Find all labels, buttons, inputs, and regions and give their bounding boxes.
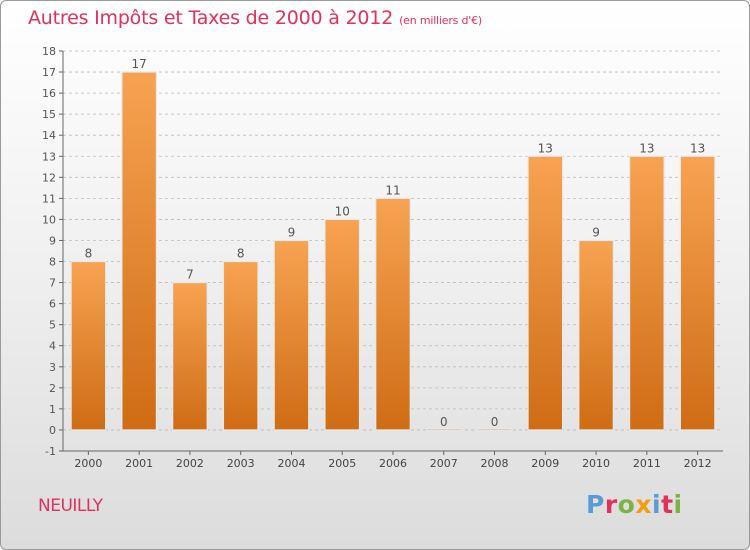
logo-letter: x	[635, 490, 652, 519]
data-label: 9	[288, 225, 296, 239]
y-tick-label: 5	[49, 319, 56, 332]
y-tick-label: 15	[42, 108, 56, 121]
place-name: NEUILLY	[38, 496, 103, 516]
data-label: 0	[491, 415, 499, 429]
bar	[375, 197, 411, 431]
y-tick-label: 3	[49, 361, 56, 374]
logo-letter: i	[673, 490, 683, 519]
logo-letter: r	[604, 490, 618, 519]
y-tick-label: 0	[49, 424, 56, 437]
data-label: 9	[592, 225, 600, 239]
y-tick-label: 1	[49, 403, 56, 416]
bar	[273, 239, 310, 431]
y-tick-label: -1	[45, 445, 56, 458]
x-tick-label: 2009	[531, 457, 559, 470]
y-tick-label: 17	[42, 66, 56, 79]
x-tick-label: 2010	[582, 457, 610, 470]
y-tick-label: 6	[49, 298, 56, 311]
bar	[121, 71, 158, 431]
x-tick-label: 2011	[633, 457, 661, 470]
data-label: 0	[440, 415, 448, 429]
y-tick-label: 16	[42, 87, 56, 100]
data-label: 13	[690, 141, 705, 155]
bar	[476, 427, 513, 431]
data-label: 13	[639, 141, 654, 155]
data-label: 10	[335, 204, 350, 218]
bar	[70, 260, 107, 431]
bar	[222, 260, 259, 431]
data-label: 8	[85, 247, 93, 261]
chart-title-text: Autres Impôts et Taxes de 2000 à 2012	[28, 7, 394, 29]
bar	[628, 155, 665, 431]
x-tick-label: 2002	[176, 457, 204, 470]
x-tick-label: 2008	[481, 457, 509, 470]
y-tick-label: 18	[42, 45, 56, 58]
bar	[527, 155, 564, 431]
y-tick-label: 4	[49, 340, 56, 353]
x-tick-label: 2005	[328, 457, 356, 470]
bar	[172, 281, 208, 431]
y-tick-label: 11	[42, 192, 56, 205]
data-label: 17	[132, 57, 147, 71]
data-labels: 8 17 7 8 9 10 11 0 0 13 9 13 13	[85, 57, 706, 429]
bar	[324, 218, 361, 431]
logo-letter: i	[652, 490, 662, 519]
proxiti-logo: Proxiti	[586, 490, 683, 519]
x-tick-label: 2000	[74, 457, 102, 470]
x-tick-label: 2001	[125, 457, 153, 470]
bars	[70, 71, 716, 431]
y-tick-label: 12	[42, 171, 56, 184]
x-tick-label: 2004	[277, 457, 305, 470]
bar	[679, 155, 716, 431]
data-label: 13	[538, 141, 553, 155]
chart-title: Autres Impôts et Taxes de 2000 à 2012 (en…	[28, 7, 482, 29]
x-tick-label: 2003	[227, 457, 255, 470]
x-tick-label: 2006	[379, 457, 407, 470]
data-label: 8	[237, 247, 245, 261]
y-tick-label: 7	[49, 277, 56, 290]
data-label: 7	[186, 268, 194, 282]
logo-letter: P	[586, 490, 605, 519]
data-label: 11	[385, 183, 400, 197]
chart-unit: (en milliers d'€)	[399, 14, 482, 27]
bar	[578, 239, 614, 431]
x-tick-label: 2007	[430, 457, 458, 470]
y-tick-label: 9	[49, 234, 56, 247]
logo-letter: o	[617, 490, 636, 519]
y-tick-label: 10	[42, 213, 56, 226]
bar	[425, 427, 462, 431]
y-tick-label: 8	[49, 256, 56, 269]
y-tick-label: 14	[42, 129, 56, 142]
x-tick-label: 2012	[684, 457, 712, 470]
logo-letter: t	[661, 490, 674, 519]
y-tick-label: 2	[49, 382, 56, 395]
y-tick-label: 13	[42, 150, 56, 163]
